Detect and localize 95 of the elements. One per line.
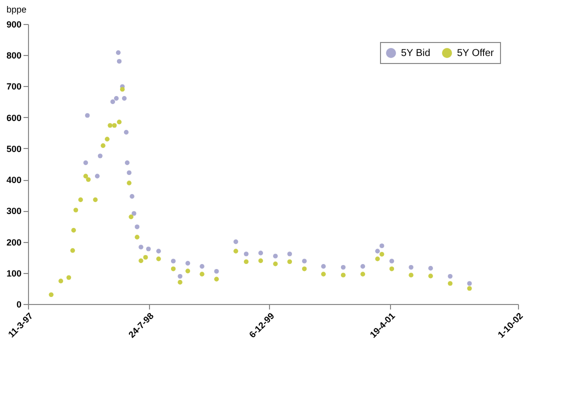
point: [110, 99, 116, 104]
point: [116, 120, 122, 124]
point: [375, 256, 380, 262]
point: [86, 177, 91, 182]
point: [287, 252, 292, 256]
point: [375, 248, 380, 254]
point: [321, 272, 326, 276]
point: [146, 246, 151, 252]
point: [73, 208, 78, 212]
y-tick-label: 100: [6, 268, 22, 278]
point: [58, 278, 64, 284]
point: [389, 258, 394, 264]
point: [185, 260, 190, 266]
point: [138, 258, 144, 264]
y-tick-label: 200: [6, 237, 22, 248]
point: [71, 228, 76, 233]
point: [321, 264, 326, 269]
point: [134, 234, 140, 240]
point: [214, 268, 219, 274]
point: [360, 272, 366, 276]
point: [360, 264, 366, 269]
point: [78, 197, 83, 202]
y-tick-label: 500: [6, 144, 22, 154]
point: [244, 259, 249, 264]
point: [448, 274, 453, 279]
point: [120, 86, 125, 92]
point: [178, 274, 182, 279]
point: [408, 264, 414, 270]
y-tick-label: 400: [6, 175, 22, 186]
point: [98, 154, 103, 158]
point: [116, 58, 122, 64]
point: [124, 160, 130, 166]
point: [112, 123, 117, 128]
point: [170, 266, 176, 272]
point: [428, 266, 433, 271]
point: [66, 275, 72, 280]
legend-label: 5Y Bid: [401, 48, 430, 59]
point: [48, 292, 54, 298]
point: [258, 258, 264, 264]
point: [93, 197, 98, 202]
point: [340, 264, 346, 270]
point: [122, 96, 127, 101]
y-tick-label: 0: [16, 300, 22, 310]
point: [178, 280, 182, 285]
y-tick-label: 600: [6, 112, 22, 123]
y-tick-label: 900: [6, 20, 22, 30]
point: [143, 254, 148, 260]
point: [124, 130, 129, 135]
point: [104, 136, 110, 142]
point: [126, 180, 132, 186]
point: [126, 170, 132, 176]
point: [156, 248, 161, 254]
point: [134, 224, 140, 230]
y-axis-title: bppe: [6, 4, 27, 14]
point: [448, 281, 453, 286]
point: [130, 194, 134, 199]
point: [233, 248, 238, 254]
point: [85, 113, 90, 118]
point: [233, 239, 238, 244]
point: [467, 286, 472, 291]
point: [428, 274, 433, 278]
point: [380, 252, 384, 257]
point: [380, 243, 384, 248]
point: [200, 264, 204, 269]
point: [108, 123, 112, 128]
point: [467, 281, 472, 286]
point: [70, 248, 75, 253]
point: [94, 174, 100, 178]
point: [273, 262, 278, 266]
point: [170, 258, 176, 264]
point: [185, 268, 190, 274]
point: [114, 96, 119, 101]
point: [83, 174, 88, 178]
y-tick-label: 800: [6, 50, 22, 61]
point: [200, 272, 204, 276]
point: [287, 259, 292, 264]
point: [389, 266, 394, 272]
point: [83, 160, 88, 166]
point: [156, 256, 161, 262]
point: [214, 276, 219, 282]
point: [138, 244, 144, 250]
point: [116, 50, 121, 55]
y-tick-label: 700: [6, 82, 22, 92]
point: [302, 266, 307, 272]
point: [128, 214, 134, 220]
point: [258, 250, 264, 256]
point: [273, 254, 278, 258]
point: [244, 252, 249, 256]
point: [132, 211, 136, 216]
legend-label: 5Y Offer: [457, 48, 495, 59]
point: [100, 143, 106, 148]
point: [302, 258, 307, 264]
point: [340, 272, 346, 278]
y-tick-label: 300: [6, 206, 22, 216]
point: [408, 272, 414, 278]
